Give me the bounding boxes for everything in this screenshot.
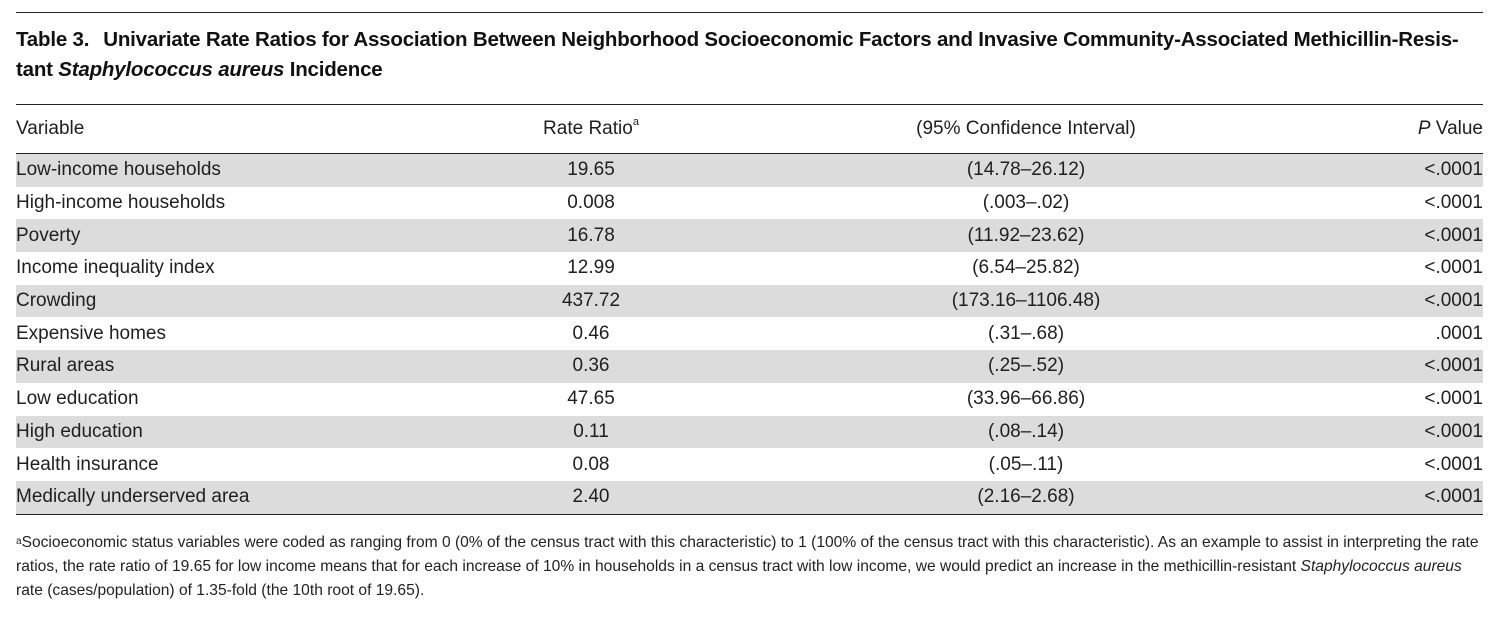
cell-variable: Low-income households <box>16 153 396 187</box>
footnote-text-part2: rate (cases/population) of 1.35-fold (th… <box>16 581 425 599</box>
cell-rate-ratio: 0.008 <box>567 192 615 214</box>
cell-p-value: <.0001 <box>1266 415 1483 449</box>
cell-rate-ratio: 47.65 <box>567 388 615 410</box>
cell-rate-ratio: 0.08 <box>572 453 610 475</box>
cell-variable: Low education <box>16 388 139 410</box>
cell-p-value: <.0001 <box>1424 388 1483 410</box>
cell-rate-ratio: 0.36 <box>396 350 786 383</box>
table-row: Low-income households 19.65 (14.78–26.12) <… <box>16 153 1483 187</box>
cell-p-value: <.0001 <box>1424 192 1483 214</box>
cell-confidence-interval: (14.78–26.12) <box>786 153 1266 187</box>
cell-confidence-interval: (173.16–1106.48) <box>786 284 1266 318</box>
header-confidence-interval: (95% Confidence Interval) <box>786 105 1266 154</box>
table-row: Health insurance 0.08 (.05–.11) <.0001 <box>16 448 1483 481</box>
cell-p-value: <.0001 <box>1424 453 1483 475</box>
cell-variable: Medically underserved area <box>16 480 396 515</box>
cell-confidence-interval: (.003–.02) <box>982 192 1070 214</box>
table-row: Rural areas 0.36 (.25–.52) <.0001 <box>16 350 1483 383</box>
cell-p-value: <.0001 <box>1266 153 1483 187</box>
cell-rate-ratio: 12.99 <box>567 257 615 279</box>
cell-variable: High-income households <box>16 192 226 214</box>
table-body: Low-income households 19.65 (14.78–26.12) <… <box>16 153 1483 515</box>
footnote-text-italic: Staphylococcus aureus <box>1300 557 1462 575</box>
cell-p-value: <.0001 <box>1424 257 1483 279</box>
header-variable: Variable <box>16 105 396 154</box>
header-row: Variable Rate Ratioa (95% Confidence Int… <box>16 105 1483 154</box>
cell-variable: Rural areas <box>16 350 396 383</box>
cell-variable: Crowding <box>16 284 396 318</box>
table-footnote: aSocioeconomic status variables were cod… <box>16 531 1483 603</box>
cell-rate-ratio: 2.40 <box>396 480 786 515</box>
cell-variable: Health insurance <box>16 453 159 475</box>
table-row: Expensive homes 0.46 (.31–.68) .0001 <box>16 317 1483 350</box>
table-row: Medically underserved area 2.40 (2.16–2.68… <box>16 480 1483 515</box>
header-rate-ratio-footnote-marker: a <box>632 116 639 128</box>
table-row: Low education 47.65 (33.96–66.86) <.0001 <box>16 383 1483 416</box>
table-row: High education 0.11 (.08–.14) <.0001 <box>16 415 1483 449</box>
cell-variable: High education <box>16 415 396 449</box>
cell-p-value: <.0001 <box>1266 350 1483 383</box>
table-row: High-income households 0.008 (.003–.02) <.0… <box>16 187 1483 220</box>
cell-p-value: <.0001 <box>1266 284 1483 318</box>
cell-p-value: <.0001 <box>1266 219 1483 253</box>
table-figure: Table 3. Univariate Rate Ratios for Assoc… <box>16 12 1483 603</box>
header-rate-ratio-label: Rate Ratio <box>543 118 633 139</box>
cell-p-value: <.0001 <box>1266 480 1483 515</box>
cell-variable: Expensive homes <box>16 322 166 344</box>
cell-variable: Income inequality index <box>16 257 215 279</box>
cell-confidence-interval: (6.54–25.82) <box>972 257 1080 279</box>
cell-confidence-interval: (2.16–2.68) <box>786 480 1266 515</box>
footnote-marker: a <box>16 535 22 547</box>
cell-rate-ratio: 16.78 <box>396 219 786 253</box>
cell-rate-ratio: 0.11 <box>396 415 786 449</box>
table-caption: Table 3. Univariate Rate Ratios for Assoc… <box>16 25 1483 85</box>
cell-confidence-interval: (.31–.68) <box>987 322 1065 344</box>
caption-rule <box>16 104 1483 105</box>
cell-variable: Poverty <box>16 219 396 253</box>
header-p-italic: P <box>1417 118 1431 139</box>
table-row: Poverty 16.78 (11.92–23.62) <.0001 <box>16 219 1483 253</box>
cell-rate-ratio: 0.46 <box>572 322 610 344</box>
table-title-part2: Incidence <box>284 58 383 81</box>
cell-confidence-interval: (.08–.14) <box>786 415 1266 449</box>
cell-rate-ratio: 437.72 <box>396 284 786 318</box>
header-p-rest: Value <box>1430 118 1483 139</box>
header-p-value: P Value <box>1266 105 1483 154</box>
footnote-text-part1: Socioeconomic status variables were code… <box>16 533 1479 575</box>
table-title-part1: Univariate Rate Ratios for Association B… <box>16 28 1459 81</box>
table-row: Income inequality index 12.99 (6.54–25.82)… <box>16 252 1483 285</box>
cell-confidence-interval: (11.92–23.62) <box>786 219 1266 253</box>
cell-confidence-interval: (.25–.52) <box>786 350 1266 383</box>
table-row: Crowding 437.72 (173.16–1106.48) <.0001 <box>16 284 1483 318</box>
cell-p-value: .0001 <box>1435 322 1483 344</box>
header-rate-ratio: Rate Ratioa <box>396 105 786 154</box>
cell-confidence-interval: (.05–.11) <box>988 453 1064 475</box>
cell-rate-ratio: 19.65 <box>396 153 786 187</box>
table-label: Table 3. <box>16 28 90 51</box>
cell-confidence-interval: (33.96–66.86) <box>966 388 1086 410</box>
table-title-italic: Staphylococcus aureus <box>58 58 285 81</box>
top-rule <box>16 12 1483 13</box>
data-table: Variable Rate Ratioa (95% Confidence Int… <box>16 105 1483 515</box>
